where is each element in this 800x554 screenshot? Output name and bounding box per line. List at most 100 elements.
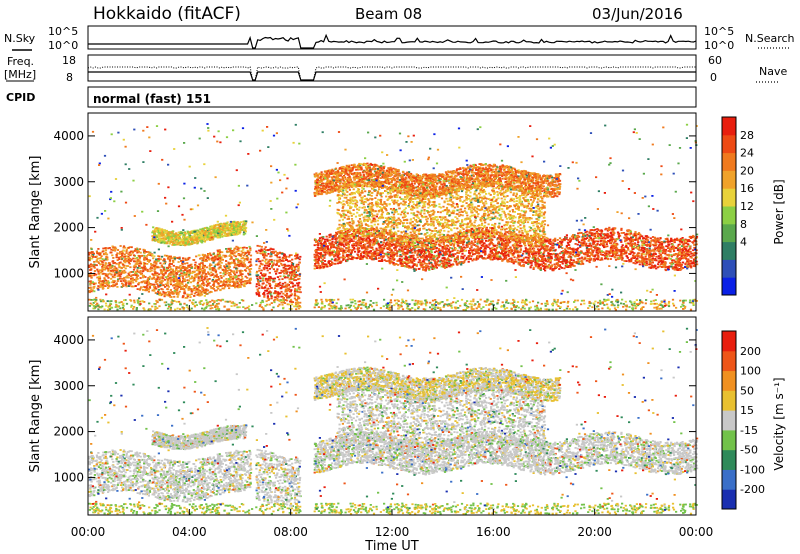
data-cell bbox=[116, 252, 118, 254]
data-cell bbox=[199, 266, 201, 268]
data-cell bbox=[169, 256, 171, 258]
data-cell bbox=[363, 238, 365, 240]
data-cell bbox=[167, 279, 169, 281]
data-cell bbox=[139, 248, 141, 250]
data-cell bbox=[113, 282, 115, 284]
data-cell bbox=[574, 249, 576, 251]
data-cell bbox=[397, 264, 399, 266]
data-cell bbox=[93, 287, 95, 289]
data-cell bbox=[211, 274, 213, 276]
data-cell bbox=[194, 293, 196, 295]
freq-bottom-tick: 8 bbox=[66, 71, 73, 84]
data-cell bbox=[554, 268, 556, 270]
data-cell bbox=[179, 282, 181, 284]
data-cell bbox=[489, 248, 491, 250]
data-cell bbox=[246, 247, 248, 249]
data-cell bbox=[267, 270, 269, 272]
data-cell bbox=[130, 254, 132, 256]
data-cell bbox=[279, 252, 281, 254]
data-cell bbox=[407, 249, 409, 251]
data-cell bbox=[132, 282, 134, 284]
data-cell bbox=[124, 279, 126, 281]
data-cell bbox=[562, 263, 564, 265]
data-cell bbox=[257, 245, 259, 247]
data-cell bbox=[294, 272, 296, 274]
data-cell bbox=[291, 267, 293, 269]
data-cell bbox=[236, 272, 238, 274]
data-cell bbox=[89, 290, 91, 292]
data-cell bbox=[294, 266, 296, 268]
data-cell bbox=[206, 279, 208, 281]
data-cell bbox=[172, 257, 174, 259]
data-cell bbox=[243, 247, 245, 249]
data-cell bbox=[265, 278, 267, 280]
data-cell bbox=[250, 279, 252, 281]
data-cell bbox=[217, 252, 219, 254]
data-cell bbox=[166, 295, 168, 297]
data-cell bbox=[269, 263, 271, 265]
data-cell bbox=[168, 294, 170, 296]
data-cell bbox=[295, 274, 297, 276]
data-cell bbox=[477, 246, 479, 248]
data-cell bbox=[228, 269, 230, 271]
data-cell bbox=[547, 261, 549, 263]
data-cell bbox=[126, 275, 128, 277]
data-cell bbox=[91, 291, 93, 293]
data-cell bbox=[379, 260, 381, 262]
data-cell bbox=[201, 270, 203, 272]
data-cell bbox=[107, 247, 109, 249]
data-cell bbox=[270, 287, 272, 289]
data-cell bbox=[265, 246, 267, 248]
data-cell bbox=[223, 280, 225, 282]
data-cell bbox=[239, 254, 241, 256]
data-cell bbox=[513, 256, 515, 258]
data-cell bbox=[691, 257, 693, 259]
data-cell bbox=[174, 277, 176, 279]
data-cell bbox=[259, 280, 261, 282]
data-cell bbox=[167, 285, 169, 287]
data-cell bbox=[114, 276, 116, 278]
data-cell bbox=[443, 242, 445, 244]
data-cell bbox=[216, 290, 218, 292]
data-cell bbox=[107, 284, 109, 286]
data-cell bbox=[249, 271, 251, 273]
data-cell bbox=[402, 252, 404, 254]
data-cell bbox=[623, 237, 625, 239]
data-cell bbox=[107, 269, 109, 271]
data-cell bbox=[168, 269, 170, 271]
data-cell bbox=[173, 296, 175, 298]
data-cell bbox=[460, 256, 462, 258]
data-cell bbox=[201, 279, 203, 281]
data-cell bbox=[249, 273, 251, 275]
data-cell bbox=[181, 288, 183, 290]
data-cell bbox=[152, 257, 154, 259]
data-cell bbox=[282, 260, 284, 262]
data-cell bbox=[222, 273, 224, 275]
data-cell bbox=[114, 247, 116, 249]
data-cell bbox=[276, 270, 278, 272]
nsky-trace bbox=[88, 35, 696, 48]
data-cell bbox=[259, 252, 261, 254]
data-cell bbox=[637, 256, 639, 258]
data-cell bbox=[655, 268, 657, 270]
data-cell bbox=[142, 275, 144, 277]
data-cell bbox=[241, 270, 243, 272]
data-cell bbox=[577, 239, 579, 241]
data-cell bbox=[88, 252, 90, 254]
data-cell bbox=[212, 287, 214, 289]
data-cell bbox=[616, 244, 618, 246]
data-cell bbox=[557, 239, 559, 241]
data-cell bbox=[624, 260, 626, 262]
data-cell bbox=[422, 253, 424, 255]
data-cell bbox=[294, 285, 296, 287]
data-cell bbox=[96, 264, 98, 266]
data-cell bbox=[142, 277, 144, 279]
data-cell bbox=[249, 248, 251, 250]
data-cell bbox=[96, 259, 98, 261]
data-cell bbox=[214, 281, 216, 283]
data-cell bbox=[123, 271, 125, 273]
data-cell bbox=[240, 274, 242, 276]
data-cell bbox=[328, 242, 330, 244]
power-data bbox=[88, 123, 698, 311]
